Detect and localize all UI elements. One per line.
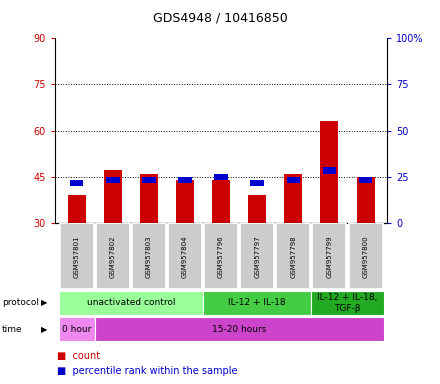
- Bar: [96, 223, 130, 289]
- Text: GSM957801: GSM957801: [73, 235, 80, 278]
- Text: IL-12 + IL-18: IL-12 + IL-18: [228, 298, 286, 308]
- Bar: [204, 223, 238, 289]
- Bar: [60, 223, 94, 289]
- Bar: [168, 223, 202, 289]
- Text: GSM957796: GSM957796: [218, 235, 224, 278]
- Text: GSM957802: GSM957802: [110, 235, 116, 278]
- Bar: [212, 180, 230, 223]
- Bar: [59, 317, 95, 341]
- Bar: [248, 195, 266, 223]
- Bar: [286, 177, 300, 183]
- Bar: [203, 291, 312, 315]
- Bar: [106, 177, 120, 183]
- Bar: [240, 223, 274, 289]
- Text: IL-12 + IL-18,
TGF-β: IL-12 + IL-18, TGF-β: [317, 293, 378, 313]
- Bar: [320, 121, 338, 223]
- Bar: [323, 167, 336, 174]
- Text: 15-20 hours: 15-20 hours: [212, 324, 266, 334]
- Bar: [176, 180, 194, 223]
- Bar: [214, 174, 228, 180]
- Text: GSM957798: GSM957798: [290, 235, 296, 278]
- Bar: [356, 177, 374, 223]
- Text: GSM957804: GSM957804: [182, 235, 188, 278]
- Text: ■  count: ■ count: [57, 351, 100, 361]
- Text: time: time: [2, 324, 23, 334]
- Bar: [140, 174, 158, 223]
- Bar: [178, 177, 192, 183]
- Text: ▶: ▶: [41, 324, 47, 334]
- Bar: [348, 223, 382, 289]
- Text: protocol: protocol: [2, 298, 39, 308]
- Bar: [312, 291, 384, 315]
- Text: GSM957797: GSM957797: [254, 235, 260, 278]
- Text: GDS4948 / 10416850: GDS4948 / 10416850: [153, 12, 287, 25]
- Bar: [68, 195, 86, 223]
- Bar: [95, 317, 384, 341]
- Text: unactivated control: unactivated control: [87, 298, 175, 308]
- Bar: [70, 180, 84, 186]
- Bar: [284, 174, 302, 223]
- Bar: [359, 177, 372, 183]
- Bar: [312, 223, 346, 289]
- Text: GSM957799: GSM957799: [326, 235, 333, 278]
- Text: ▶: ▶: [41, 298, 47, 308]
- Bar: [104, 170, 122, 223]
- Bar: [250, 180, 264, 186]
- Bar: [276, 223, 310, 289]
- Bar: [59, 291, 203, 315]
- Text: GSM957800: GSM957800: [363, 235, 369, 278]
- Text: GSM957803: GSM957803: [146, 235, 152, 278]
- Bar: [132, 223, 166, 289]
- Bar: [142, 177, 156, 183]
- Text: ■  percentile rank within the sample: ■ percentile rank within the sample: [57, 366, 238, 376]
- Text: 0 hour: 0 hour: [62, 324, 92, 334]
